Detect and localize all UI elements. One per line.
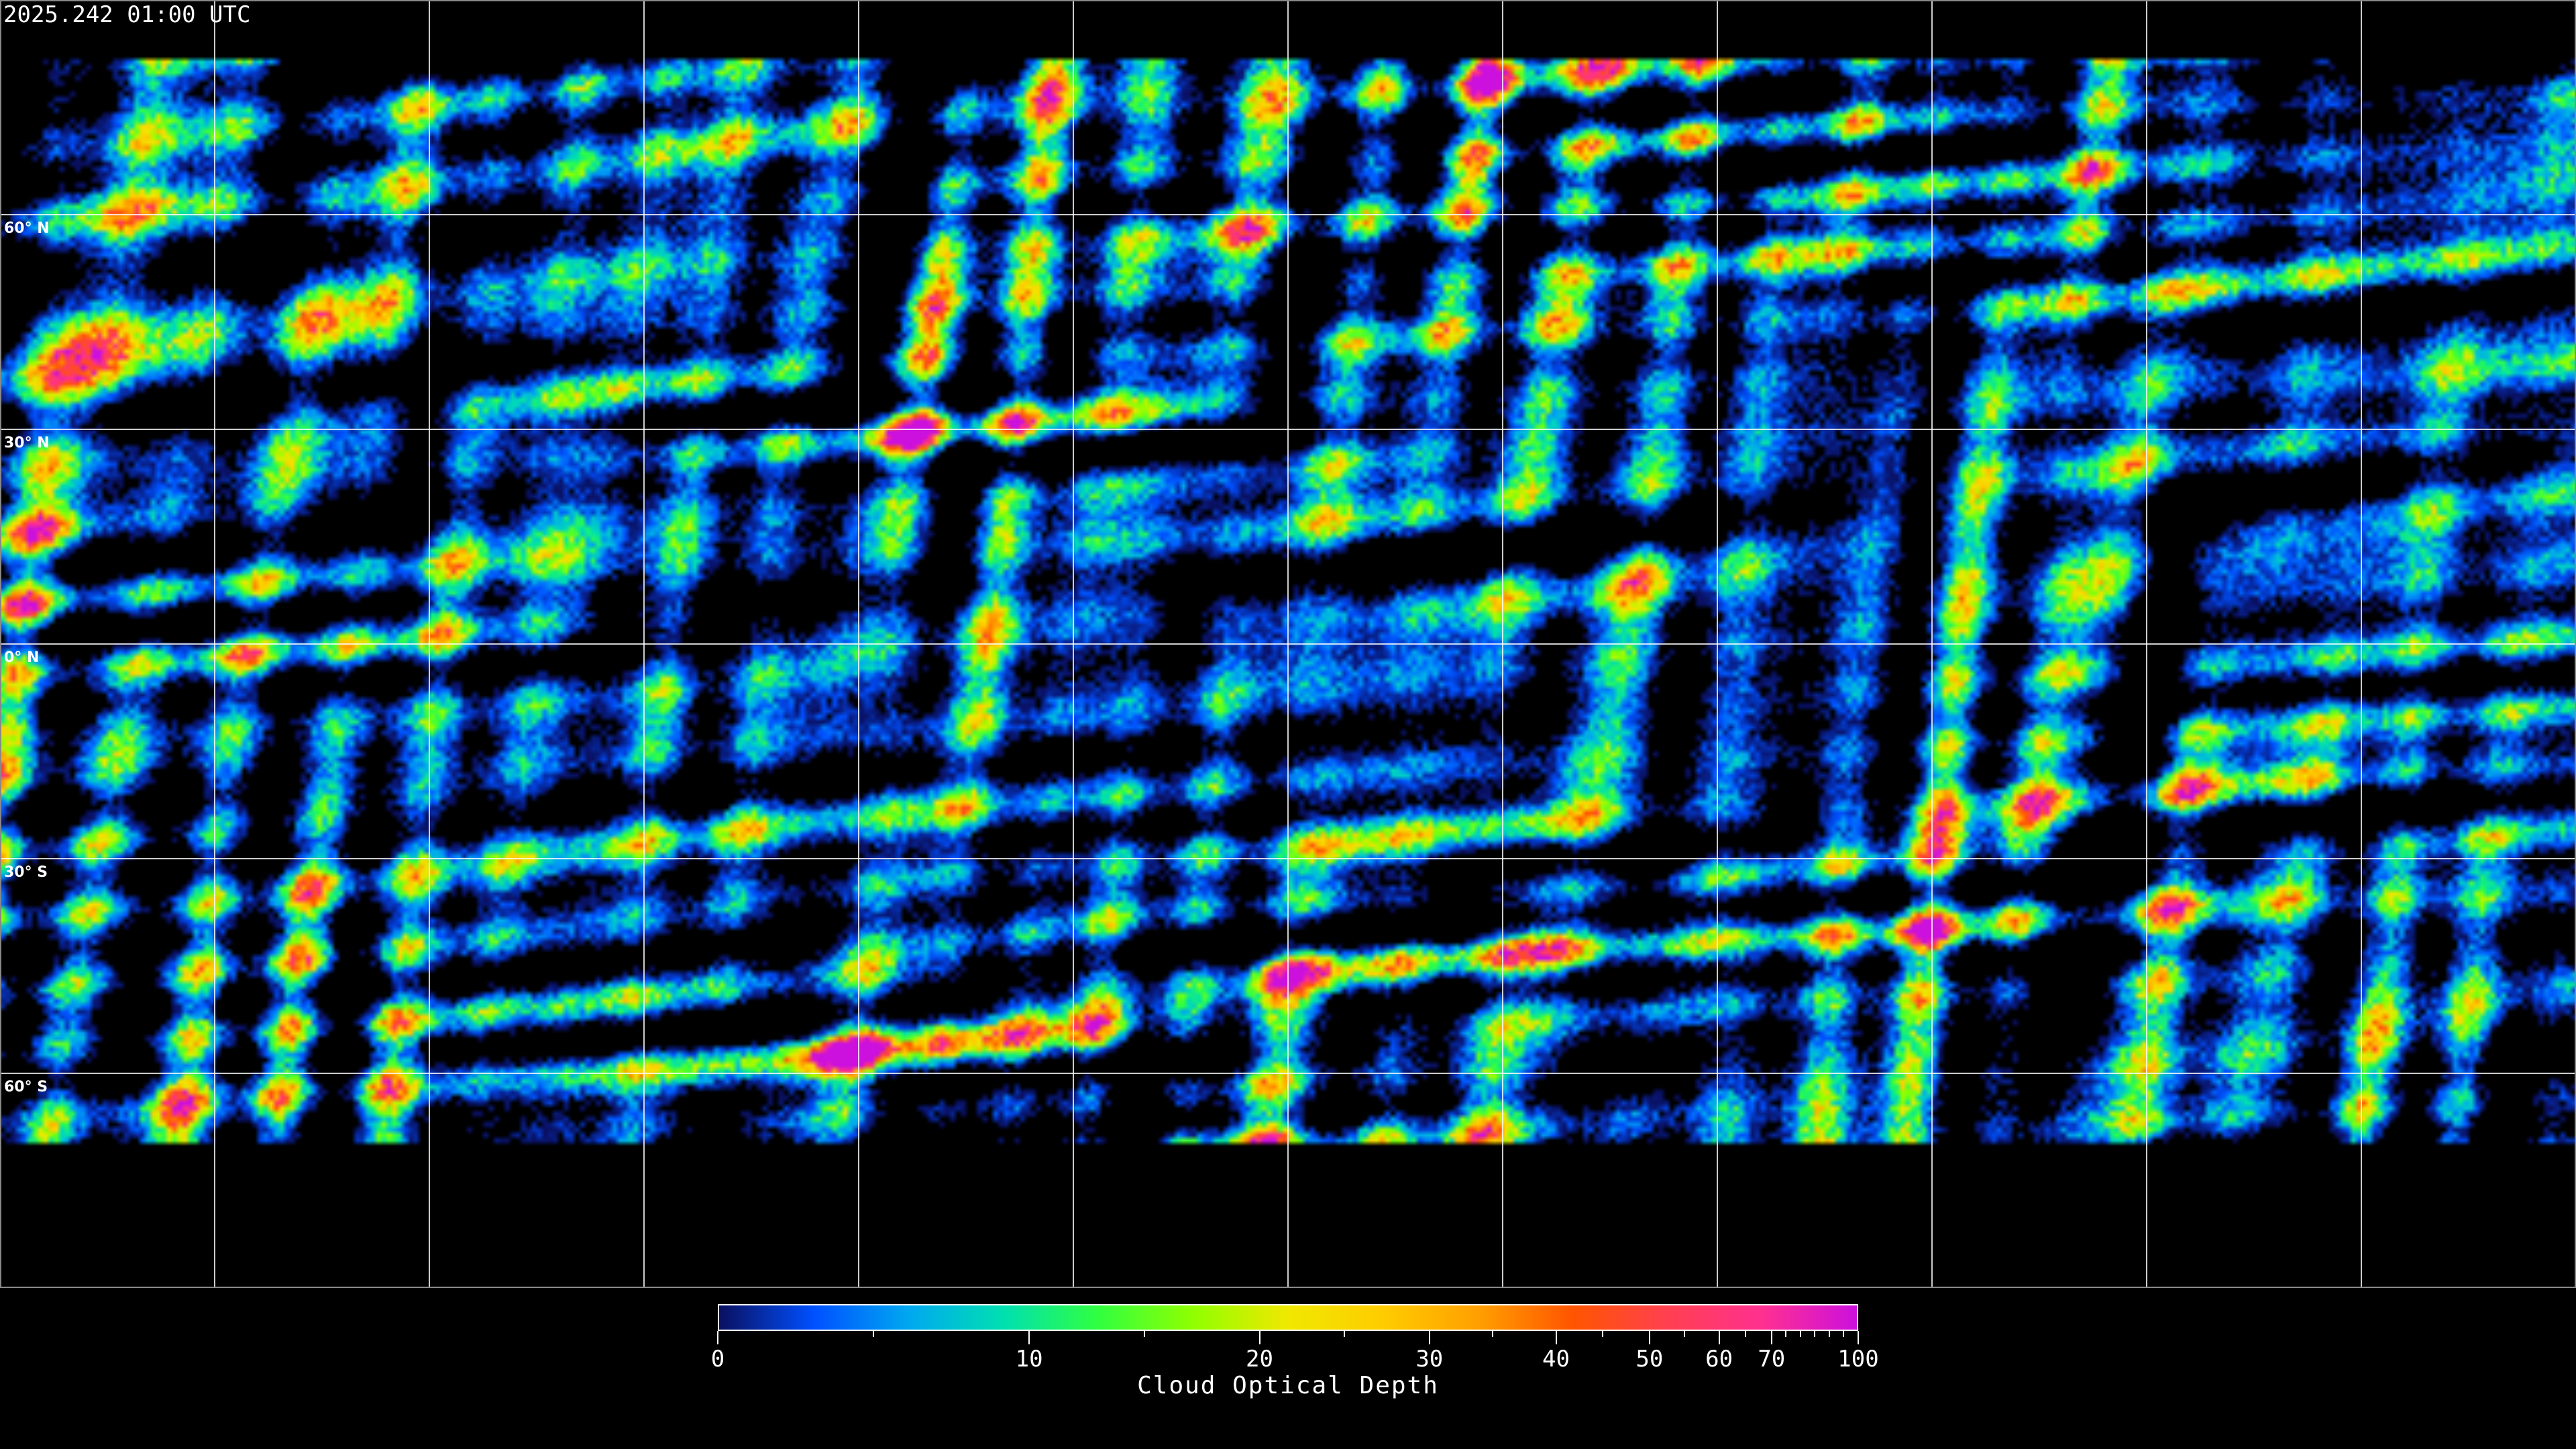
timestamp: 2025.242 01:00 UTC (3, 1, 251, 28)
colorbar-major-tick (1648, 1331, 1650, 1344)
latitude-label: 60° N (4, 220, 50, 237)
colorbar-tick-label: 100 (1837, 1346, 1879, 1373)
colorbar-minor-tick (1492, 1331, 1494, 1337)
colorbar-minor-tick (873, 1331, 875, 1337)
colorbar-minor-tick (1785, 1331, 1787, 1337)
latitude-label: 30° S (4, 864, 48, 881)
colorbar-ticks: 0 10 20 30 40 50 60 70 100 (711, 1331, 1879, 1378)
colorbar-major-tick (1770, 1331, 1772, 1344)
colorbar-tick-label: 50 (1635, 1346, 1664, 1373)
colorbar-title: Cloud Optical Depth (1137, 1372, 1439, 1399)
colorbar-minor-tick (1143, 1331, 1145, 1337)
colorbar-minor-tick (1828, 1331, 1830, 1337)
colorbar-tick-label: 0 (710, 1346, 725, 1373)
colorbar-major-tick (717, 1331, 718, 1344)
colorbar-major-tick (1028, 1331, 1030, 1344)
latitude-label: 30° N (4, 435, 50, 451)
graticule (0, 0, 2576, 1288)
colorbar-minor-tick (1744, 1331, 1746, 1337)
colorbar-major-tick (1858, 1331, 1859, 1344)
colorbar-minor-tick (1344, 1331, 1346, 1337)
colorbar-minor-tick (1683, 1331, 1685, 1337)
cloud-optical-depth-map (0, 0, 2576, 1288)
colorbar-minor-tick (1799, 1331, 1801, 1337)
colorbar-minor-tick (1814, 1331, 1816, 1337)
colorbar-minor-tick (1843, 1331, 1845, 1337)
colorbar-tick-label: 60 (1705, 1346, 1733, 1373)
colorbar-major-tick (1718, 1331, 1720, 1344)
latitude-label: 0° N (4, 649, 40, 666)
colorbar-tick-label: 20 (1246, 1346, 1273, 1373)
colorbar-major-tick (1258, 1331, 1260, 1344)
colorbar-major-tick (1428, 1331, 1430, 1344)
latitude-label: 60° S (4, 1079, 48, 1095)
colorbar-minor-tick (1602, 1331, 1604, 1337)
map-border (0, 0, 2576, 1288)
colorbar-tick-label: 10 (1015, 1346, 1043, 1373)
colorbar-tick-label: 40 (1542, 1346, 1570, 1373)
colorbar-tick-label: 70 (1758, 1346, 1786, 1373)
colorbar-tick-label: 30 (1415, 1346, 1444, 1373)
colorbar-major-tick (1555, 1331, 1557, 1344)
colorbar (718, 1304, 1858, 1331)
